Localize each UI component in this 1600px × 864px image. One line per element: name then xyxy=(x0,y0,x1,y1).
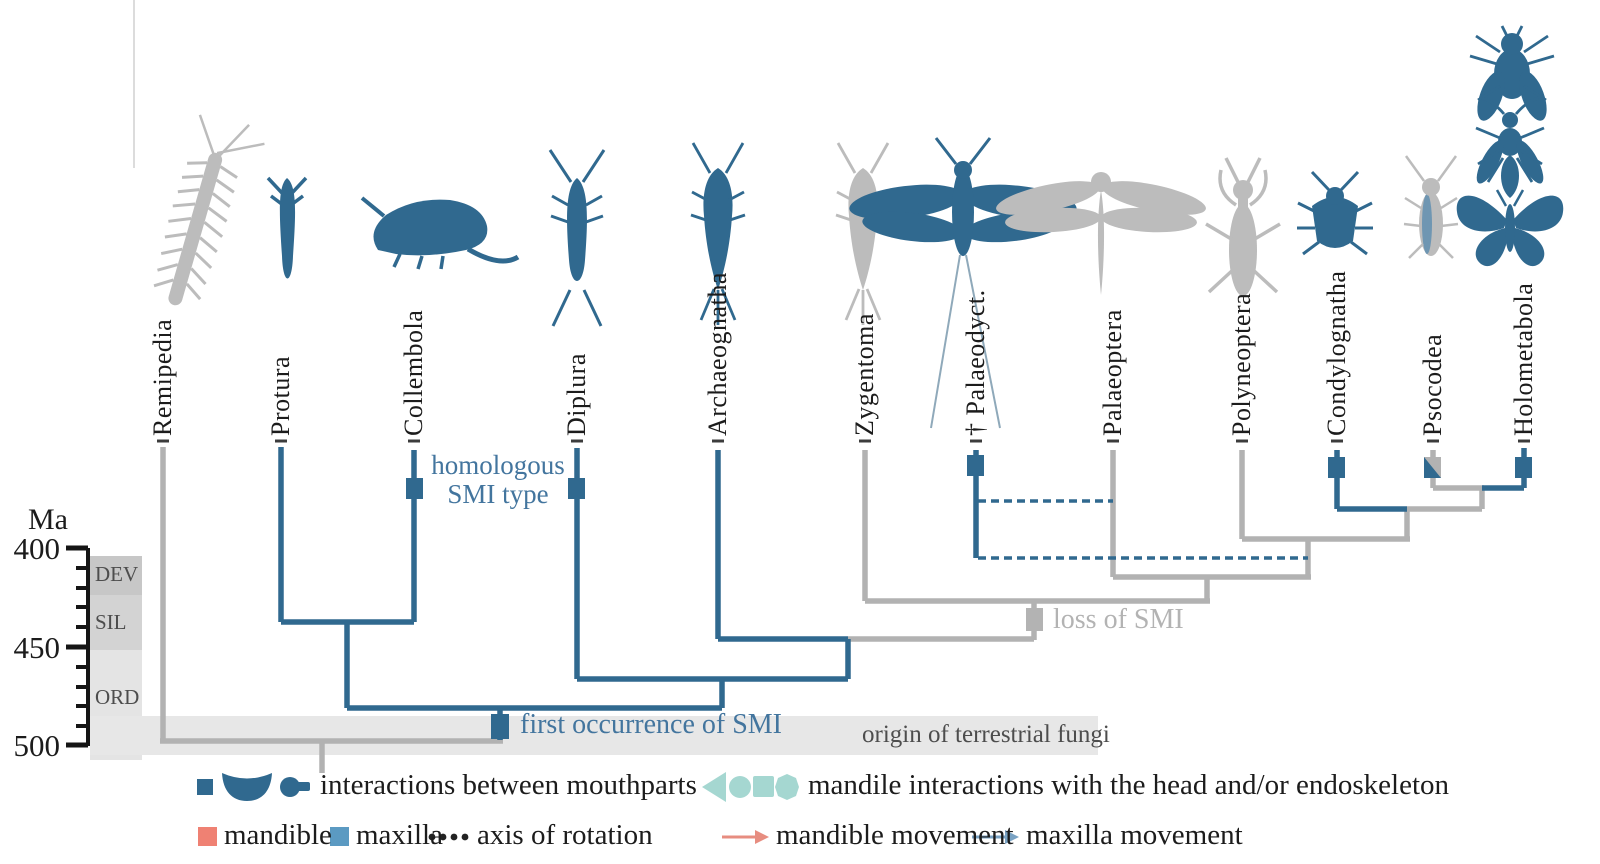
loss-of-smi-annotation: loss of SMI xyxy=(1053,604,1184,635)
period-label-ord: ORD xyxy=(95,685,140,709)
silurian-band xyxy=(90,595,142,650)
labrum-glyph xyxy=(222,773,272,801)
time-axis xyxy=(66,545,90,748)
taxon-label-collembola: Collembola xyxy=(399,309,428,436)
smi-marker-collembola xyxy=(406,478,423,499)
smi-marker-psocodea-blue-half xyxy=(1424,457,1441,478)
square-glyph xyxy=(197,779,213,795)
tick-label-450: 450 xyxy=(13,630,61,665)
legend-mandible-movement: mandible movement xyxy=(776,819,1014,851)
smi-markers xyxy=(406,455,1532,739)
archaeognatha-silhouette xyxy=(690,142,746,325)
homologous-smi-line2: SMI type xyxy=(447,479,549,509)
taxon-label-diplura: Diplura xyxy=(562,353,591,436)
devonian-band xyxy=(90,556,142,595)
collembola-silhouette xyxy=(360,196,520,270)
legend-mouthpart-interactions: interactions between mouthparts xyxy=(320,769,697,801)
uncertain-placement-dashed xyxy=(978,499,1308,560)
palaeoptera-silhouette xyxy=(996,172,1206,295)
smi-marker-loss xyxy=(1026,608,1043,631)
blue-branches xyxy=(278,447,1527,740)
legend-glyphs-row2 xyxy=(198,827,1019,846)
legend-maxilla-movement: maxilla movement xyxy=(1026,819,1243,851)
square-teal-glyph xyxy=(753,776,774,797)
maxilla-swatch xyxy=(330,827,349,846)
ma-axis-unit: Ma xyxy=(28,503,68,536)
taxon-label-zygentoma: Zygentoma xyxy=(850,313,879,436)
holometabola-butterfly-silhouette xyxy=(1456,189,1564,267)
stratigraphy-bands xyxy=(90,556,1098,760)
smi-marker-holometabola xyxy=(1515,457,1532,478)
tick-label-400: 400 xyxy=(13,531,61,566)
polygon-glyph xyxy=(775,774,799,800)
legend-axis-of-rotation: axis of rotation xyxy=(477,819,653,851)
mandible-swatch xyxy=(198,827,217,846)
period-label-sil: SIL xyxy=(95,610,127,634)
taxon-label-polyneoptera: Polyneoptera xyxy=(1227,292,1256,436)
legend-glyphs-mouthparts xyxy=(197,773,310,801)
taxon-label-archaeognatha: Archaeognatha xyxy=(703,272,732,436)
holometabola-wasp-silhouette xyxy=(1475,96,1545,198)
protura-silhouette xyxy=(266,176,308,279)
legend-glyphs-head-interactions xyxy=(702,772,799,802)
first-occurrence-annotation: first occurrence of SMI xyxy=(520,709,783,740)
terrestrial-fungi-annotation: origin of terrestrial fungi xyxy=(862,721,1110,748)
taxon-label-palaeoptera: Palaeoptera xyxy=(1098,309,1127,436)
taxon-label-remipedia: Remipedia xyxy=(148,318,177,436)
psocodea-silhouette xyxy=(1403,155,1459,259)
tick-label-500: 500 xyxy=(13,728,61,763)
legend-mandible-head-interactions: mandile interactions with the head and/o… xyxy=(808,769,1450,801)
smi-marker-palaeodyctyoptera xyxy=(967,455,984,476)
taxon-label-protura: Protura xyxy=(266,355,295,436)
legend-maxilla: maxilla xyxy=(356,819,443,851)
smi-marker-diplura xyxy=(568,478,585,499)
smi-marker-condylognatha xyxy=(1328,457,1345,478)
legend-mandible: mandible xyxy=(224,819,332,851)
taxon-label-condylognatha: Condylognatha xyxy=(1322,270,1351,436)
taxon-label-psocodea: Psocodea xyxy=(1418,333,1447,436)
axis-of-rotation-dots xyxy=(428,833,469,841)
diplura-silhouette xyxy=(548,149,606,327)
remipedia-silhouette xyxy=(153,114,265,306)
taxon-label-holometabola: Holometabola xyxy=(1509,282,1538,436)
round-glyph xyxy=(729,776,751,798)
condylognatha-silhouette xyxy=(1297,170,1373,256)
homologous-smi-line1: homologous xyxy=(431,450,565,480)
terrestrial-fungi-band xyxy=(90,716,1098,755)
period-label-dev: DEV xyxy=(95,562,139,586)
circle-stub-glyph xyxy=(280,777,300,797)
mandible-movement-arrow xyxy=(722,830,769,844)
holometabola-fly-silhouette xyxy=(1469,25,1555,121)
taxon-label-palaeodyctyoptera: † Palaeodyct. xyxy=(961,289,990,436)
triangle-glyph xyxy=(702,772,726,802)
maxilla-movement-arrow xyxy=(972,830,1019,844)
smi-marker-first-occurrence xyxy=(491,714,509,739)
polyneoptera-silhouette xyxy=(1205,157,1281,296)
